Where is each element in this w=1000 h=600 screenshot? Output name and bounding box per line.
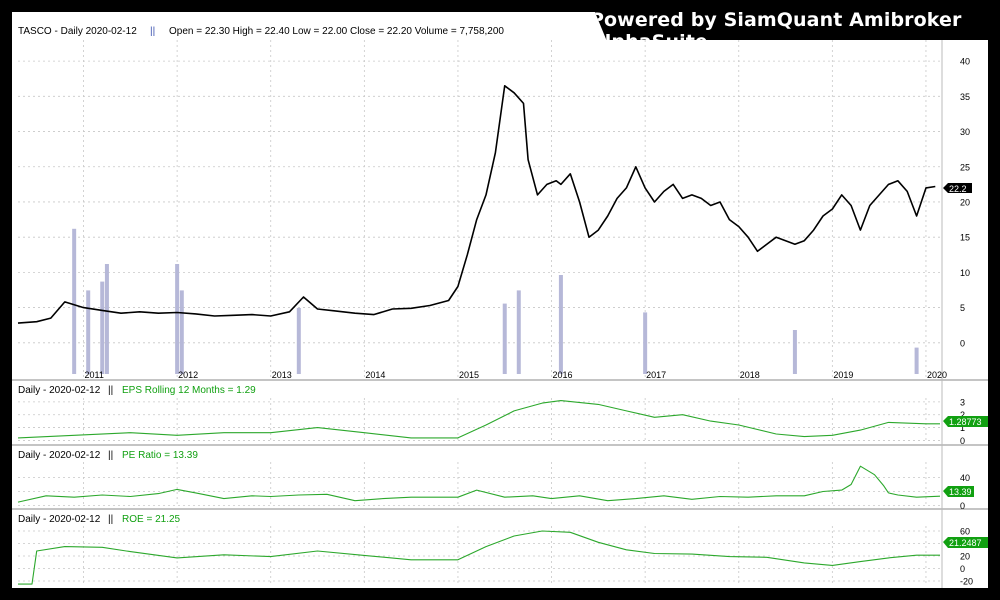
y-tick-label: 3: [960, 397, 965, 407]
pe-pane-header: Daily - 2020-02-12: [18, 450, 101, 461]
price-line: [17, 85, 936, 324]
eps-pane-header: Daily - 2020-02-12: [18, 385, 101, 396]
roe-pane-title: ROE = 21.25: [122, 514, 181, 525]
y-tick-label: 20: [960, 552, 970, 562]
price-value-text: 22.2: [949, 184, 967, 194]
main-header-ohlc: Open = 22.30 High = 22.40 Low = 22.00 Cl…: [169, 26, 504, 37]
y-tick-label: 60: [960, 527, 970, 537]
volume-bar: [72, 228, 77, 374]
y-tick-label: -20: [960, 577, 973, 587]
y-tick-label: 25: [960, 162, 970, 172]
volume-bar: [296, 308, 301, 374]
brand-text: Powered by SiamQuant Amibroker AlphaSuit…: [590, 9, 962, 40]
main-header-separator: ||: [150, 26, 155, 37]
series-lines: [17, 85, 941, 585]
pe-value-label: 13.39: [943, 486, 974, 497]
x-tick-label: 2015: [459, 370, 479, 380]
roe-value-label: 21.2487: [943, 537, 988, 548]
x-tick-label: 2013: [272, 370, 292, 380]
y-tick-label: 0: [960, 501, 965, 511]
volume-bar: [792, 330, 797, 374]
y-tick-label: 5: [960, 303, 965, 313]
roe-pane-header: Daily - 2020-02-12: [18, 514, 101, 525]
y-tick-label: 40: [960, 473, 970, 483]
x-tick-label: 2017: [646, 370, 666, 380]
eps-pane-title: EPS Rolling 12 Months = 1.29: [122, 385, 256, 396]
y-tick-label: 0: [960, 564, 965, 574]
indicator-line: [17, 465, 941, 503]
y-tick-label: 10: [960, 268, 970, 278]
volume-bar: [558, 275, 563, 374]
brand-banner: Powered by SiamQuant Amibroker AlphaSuit…: [590, 0, 1000, 40]
axis-labels: 0510152025303540012302040-20020406020112…: [85, 57, 973, 587]
volume-bars: [72, 228, 919, 374]
volume-bar: [104, 264, 109, 374]
pe-value-text: 13.39: [949, 487, 972, 497]
volume-bar: [914, 347, 919, 374]
y-tick-label: 1: [960, 423, 965, 433]
indicator-line: [18, 530, 940, 585]
grid-lines: [18, 40, 940, 586]
eps-value-label: 1.28773: [943, 416, 988, 427]
pe-pane-separator: ||: [108, 450, 113, 461]
main-header-symbol: TASCO - Daily 2020-02-12: [18, 26, 137, 37]
volume-bar: [502, 303, 507, 374]
pe-pane-title: PE Ratio = 13.39: [122, 450, 198, 461]
volume-bar: [516, 290, 521, 374]
y-tick-label: 15: [960, 233, 970, 243]
x-tick-label: 2012: [178, 370, 198, 380]
y-tick-label: 20: [960, 197, 970, 207]
roe-pane-separator: ||: [108, 514, 113, 525]
y-tick-label: 0: [960, 436, 965, 446]
eps-pane-separator: ||: [108, 385, 113, 396]
chart-frame: 0510152025303540012302040-20020406020112…: [12, 12, 988, 588]
volume-bar: [86, 290, 91, 374]
x-tick-label: 2016: [553, 370, 573, 380]
y-tick-label: 30: [960, 127, 970, 137]
volume-bar: [643, 312, 648, 374]
price-value-label: 22.2: [943, 183, 972, 194]
y-tick-label: 40: [960, 57, 970, 67]
x-tick-label: 2019: [833, 370, 853, 380]
y-tick-label: 35: [960, 92, 970, 102]
volume-bar: [179, 290, 184, 374]
chart-svg: 0510152025303540012302040-20020406020112…: [12, 12, 988, 588]
volume-bar: [175, 264, 180, 374]
indicator-line: [17, 400, 940, 439]
x-tick-label: 2011: [85, 370, 104, 380]
roe-value-text: 21.2487: [949, 538, 982, 548]
volume-bar: [100, 281, 105, 374]
y-tick-label: 2: [960, 410, 965, 420]
x-tick-label: 2018: [740, 370, 760, 380]
x-tick-label: 2014: [365, 370, 385, 380]
y-tick-label: 0: [960, 338, 965, 348]
x-tick-label: 2020: [927, 370, 947, 380]
eps-value-text: 1.28773: [949, 417, 982, 427]
